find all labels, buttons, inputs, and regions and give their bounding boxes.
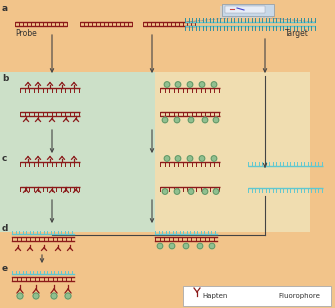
Circle shape (164, 156, 170, 161)
Circle shape (65, 293, 71, 299)
Text: Hapten: Hapten (202, 293, 227, 299)
Circle shape (202, 189, 208, 194)
Circle shape (175, 156, 181, 161)
Circle shape (174, 117, 180, 123)
Bar (155, 72, 310, 232)
Circle shape (164, 82, 170, 87)
Bar (183, 286, 331, 306)
Text: Probe: Probe (15, 29, 37, 38)
Circle shape (213, 189, 219, 194)
Circle shape (187, 82, 193, 87)
Circle shape (175, 82, 181, 87)
Circle shape (187, 156, 193, 161)
Circle shape (169, 243, 175, 249)
Circle shape (188, 189, 194, 194)
Text: c: c (2, 154, 7, 163)
Circle shape (211, 156, 217, 161)
Circle shape (199, 82, 205, 87)
Circle shape (17, 293, 23, 299)
Bar (220, 6, 272, 18)
Bar (225, 6, 265, 13)
Circle shape (209, 243, 215, 249)
Circle shape (174, 189, 180, 194)
Circle shape (162, 117, 168, 123)
Circle shape (268, 293, 274, 299)
Bar (0, 72, 155, 232)
Circle shape (211, 82, 217, 87)
Circle shape (199, 156, 205, 161)
Circle shape (183, 243, 189, 249)
Text: Fluorophore: Fluorophore (278, 293, 320, 299)
Circle shape (157, 243, 163, 249)
Circle shape (162, 189, 168, 194)
Text: d: d (2, 224, 8, 233)
Text: e: e (2, 264, 8, 273)
Circle shape (202, 117, 208, 123)
Circle shape (213, 117, 219, 123)
Circle shape (197, 243, 203, 249)
Text: a: a (2, 4, 8, 13)
Circle shape (51, 293, 57, 299)
Bar (222, 4, 274, 16)
Text: b: b (2, 74, 8, 83)
Circle shape (188, 117, 194, 123)
Text: Target: Target (285, 29, 309, 38)
Circle shape (33, 293, 39, 299)
